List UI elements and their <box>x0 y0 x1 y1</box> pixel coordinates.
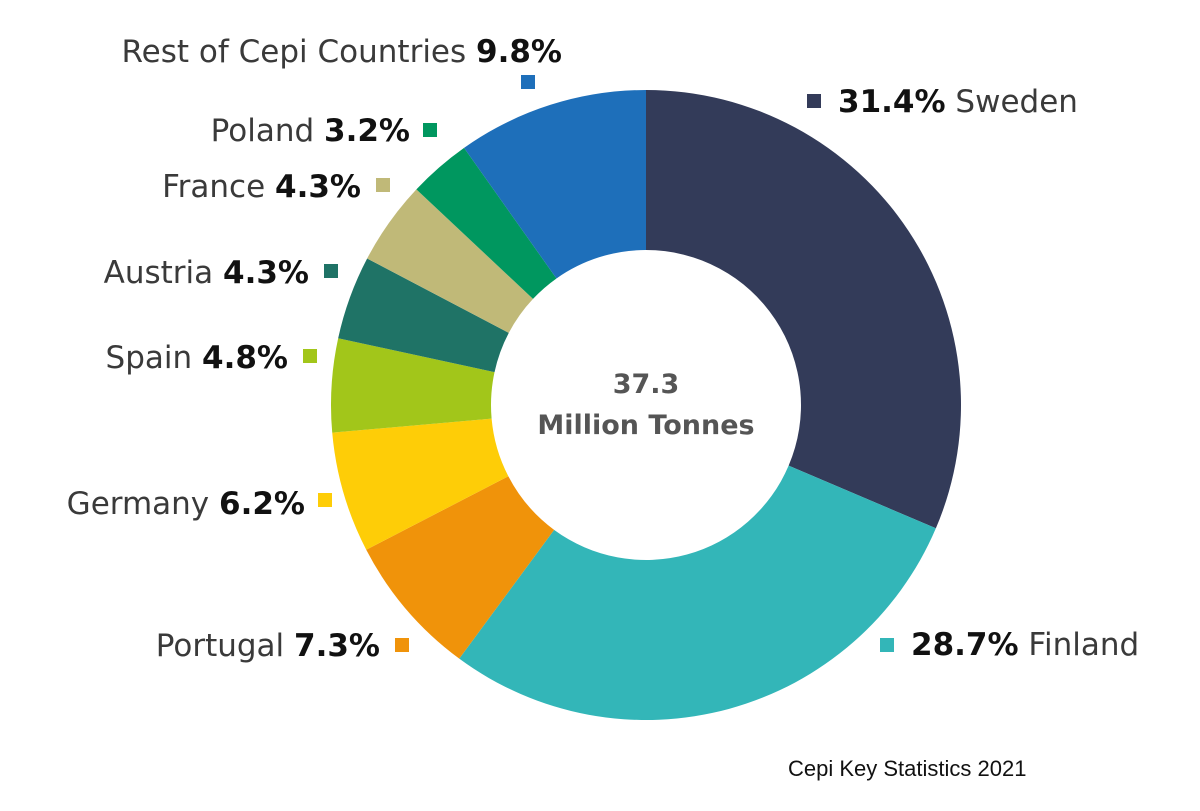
label-gap <box>314 113 324 149</box>
slice-percent: 3.2% <box>324 113 410 149</box>
slice-percent: 4.8% <box>202 340 288 376</box>
slice-label-text: Poland 3.2% <box>211 113 410 149</box>
slice-finland <box>459 465 936 721</box>
slice-name: Rest of Cepi Countries <box>122 34 467 70</box>
label-gap <box>466 34 476 70</box>
label-finland: 28.7% Finland <box>880 627 1139 663</box>
center-value: 37.3 <box>613 369 680 400</box>
center-unit: Million Tonnes <box>537 410 754 441</box>
slice-name: Poland <box>211 113 315 149</box>
slice-rest-of-cepi-countries <box>464 90 646 279</box>
slice-labels: 31.4% Sweden 28.7% Finland Portugal 7.3% Ge… <box>67 34 1140 664</box>
label-gap <box>213 255 223 291</box>
slice-label-text: Rest of Cepi Countries 9.8% <box>122 34 562 70</box>
label-spain: Spain 4.8% <box>106 340 317 376</box>
slice-percent: 31.4% <box>838 84 946 120</box>
slice-percent: 7.3% <box>294 628 380 664</box>
label-gap <box>284 628 294 664</box>
label-poland: Poland 3.2% <box>211 113 437 149</box>
center-label: 37.3 Million Tonnes <box>537 369 754 441</box>
slice-name: Austria <box>104 255 214 291</box>
slice-percent: 9.8% <box>476 34 562 70</box>
slice-percent: 28.7% <box>911 627 1019 663</box>
slice-name: Germany <box>67 486 209 522</box>
slice-name: France <box>162 169 265 205</box>
slice-label-text: Spain 4.8% <box>106 340 288 376</box>
legend-swatch <box>303 349 317 363</box>
slice-poland <box>416 147 557 299</box>
slice-spain <box>331 338 495 433</box>
label-germany: Germany 6.2% <box>67 486 332 522</box>
slice-percent: 6.2% <box>219 486 305 522</box>
label-france: France 4.3% <box>162 169 390 205</box>
legend-swatch <box>880 638 894 652</box>
label-rest-of-cepi-countries: Rest of Cepi Countries 9.8% <box>122 34 562 89</box>
source-note: Cepi Key Statistics 2021 <box>788 756 1027 781</box>
label-sweden: 31.4% Sweden <box>807 84 1078 120</box>
slice-austria <box>338 258 509 373</box>
label-portugal: Portugal 7.3% <box>156 628 409 664</box>
label-austria: Austria 4.3% <box>104 255 338 291</box>
slice-france <box>367 189 534 333</box>
legend-swatch <box>423 123 437 137</box>
label-gap <box>265 169 275 205</box>
slice-name: Spain <box>106 340 193 376</box>
label-gap <box>946 84 956 120</box>
slice-label-text: Austria 4.3% <box>104 255 309 291</box>
legend-swatch <box>318 493 332 507</box>
slice-name: Sweden <box>955 84 1078 120</box>
label-gap <box>192 340 202 376</box>
legend-swatch <box>324 264 338 278</box>
legend-swatch <box>521 75 535 89</box>
legend-swatch <box>807 94 821 108</box>
slice-portugal <box>366 476 555 659</box>
slice-label-text: Germany 6.2% <box>67 486 305 522</box>
label-gap <box>1019 627 1029 663</box>
slice-name: Finland <box>1028 627 1139 663</box>
slice-label-text: France 4.3% <box>162 169 361 205</box>
legend-swatch <box>376 178 390 192</box>
slice-percent: 4.3% <box>275 169 361 205</box>
slice-label-text: 31.4% Sweden <box>838 84 1078 120</box>
slice-sweden <box>646 90 961 529</box>
slice-label-text: 28.7% Finland <box>911 627 1139 663</box>
slice-label-text: Portugal 7.3% <box>156 628 380 664</box>
legend-swatch <box>395 638 409 652</box>
slice-name: Portugal <box>156 628 284 664</box>
donut-slices <box>331 90 961 721</box>
label-gap <box>209 486 219 522</box>
slice-germany <box>332 418 509 550</box>
slice-percent: 4.3% <box>223 255 309 291</box>
